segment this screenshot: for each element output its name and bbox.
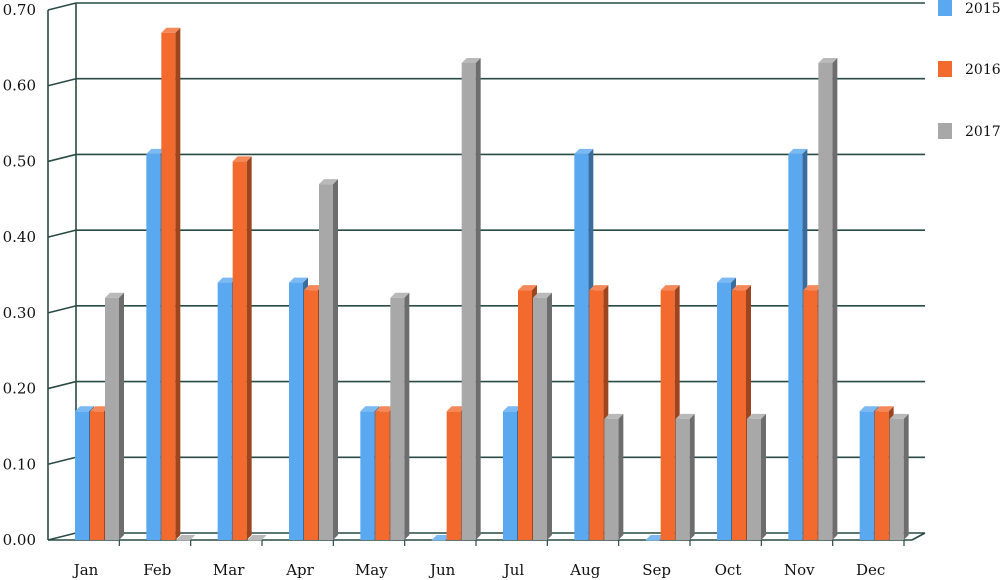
y-tick-label: 0.60 (3, 77, 36, 95)
grid-diagonal (47, 229, 77, 238)
x-tick-label: Jan (72, 561, 99, 579)
y-tick-label: 0.40 (3, 228, 36, 246)
x-tick-label: Apr (285, 561, 314, 579)
y-tick-label: 0.10 (3, 455, 36, 473)
bar-jul-2017 (533, 292, 552, 540)
x-axis-depth (911, 532, 926, 541)
x-tick-label: Dec (856, 561, 885, 579)
y-tick-labels: 0.00 0.10 0.20 0.30 0.40 0.50 0.60 0.70 (3, 1, 36, 549)
x-tick-label: Jun (428, 561, 456, 579)
bar-nov-2017 (818, 58, 838, 540)
legend-item-2017: 2017 (938, 123, 1000, 140)
legend-label: 2017 (965, 124, 1000, 140)
y-tick-label: 0.20 (3, 380, 36, 398)
grid-diagonal (47, 532, 77, 541)
bar-apr-2017 (319, 179, 338, 540)
y-tick-label: 0.30 (3, 304, 36, 322)
bar-dec-2017 (889, 413, 909, 540)
grid-diagonal (47, 77, 77, 87)
legend-item-2015: 2015 (938, 0, 1000, 17)
grid-diagonal (47, 305, 77, 314)
bar-jun-2017 (461, 58, 481, 540)
legend-swatch (938, 61, 952, 77)
y-tick-label: 0.70 (3, 1, 36, 19)
x-tick-labels: Jan Feb Mar Apr May Jun Jul Aug Sep Oct Nov Dec (72, 561, 886, 579)
bar-may-2017 (390, 292, 410, 540)
legend-swatch (938, 123, 952, 139)
bar-sep-2015 (645, 535, 665, 541)
bar-sep-2017 (675, 413, 695, 540)
bar-mar-2016 (232, 156, 252, 540)
bar-jun-2015 (431, 535, 451, 541)
legend-swatch (938, 0, 952, 16)
bar-feb-2017 (176, 535, 196, 541)
legend-item-2016: 2016 (938, 61, 1000, 78)
x-tick-label: May (355, 561, 388, 579)
legend-label: 2016 (965, 62, 1000, 78)
y-tick-label: 0.50 (3, 152, 36, 170)
x-tick-label: Sep (642, 561, 671, 579)
grid-diagonal (47, 380, 77, 390)
bar-oct-2017 (747, 413, 766, 540)
bar-feb-2016 (161, 27, 181, 540)
grid-diagonal (47, 153, 77, 163)
bar-aug-2017 (604, 413, 624, 540)
x-tick-label: Nov (784, 561, 815, 579)
y-tick-label: 0.00 (3, 531, 36, 549)
grid-lines (47, 2, 925, 541)
bars (75, 27, 909, 541)
x-tick-label: Feb (143, 561, 171, 579)
bar-jan-2017 (105, 292, 124, 540)
grid-diagonal (47, 456, 77, 466)
x-tick-label: Jul (502, 561, 525, 579)
x-tick-label: Mar (213, 561, 245, 579)
legend: 2015 2016 2017 (938, 0, 1000, 140)
grid-diagonal (47, 2, 77, 11)
bar-mar-2017 (247, 535, 267, 541)
x-tick-label: Oct (715, 561, 742, 579)
legend-label: 2015 (965, 1, 1000, 17)
x-tick-label: Aug (569, 561, 600, 579)
